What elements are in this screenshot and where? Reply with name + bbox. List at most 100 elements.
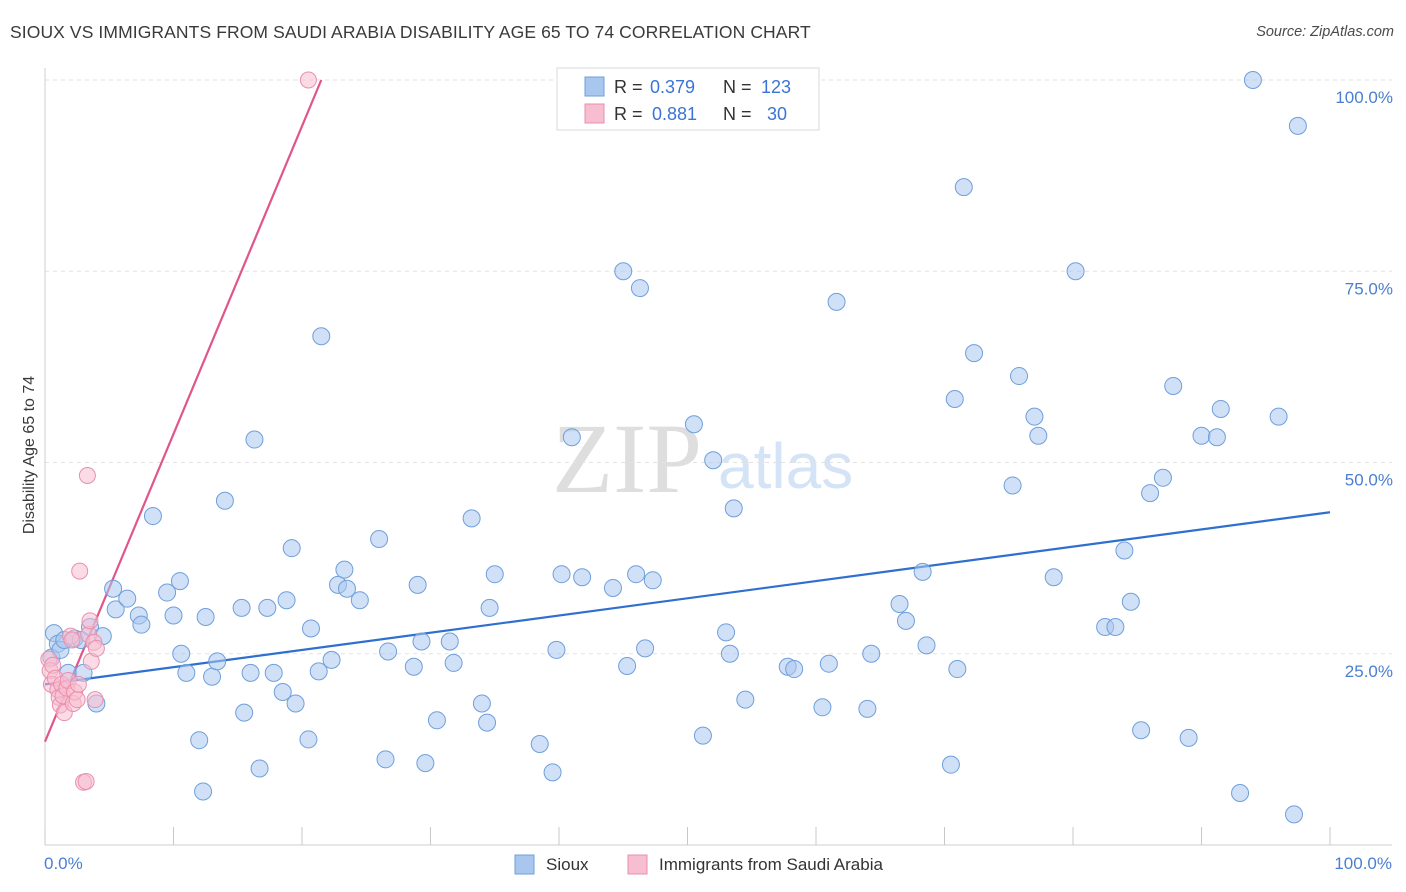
watermark: ZIP atlas (552, 403, 853, 514)
sioux-point (250, 759, 269, 778)
sioux-point (172, 644, 191, 663)
sioux-point (627, 565, 646, 584)
sioux-point (235, 703, 254, 722)
sioux-point (462, 509, 481, 528)
sioux-point (215, 491, 234, 510)
sioux-point (286, 694, 305, 713)
sioux-point (158, 583, 177, 602)
legend-r-value: 0.379 (650, 77, 695, 97)
sioux-point (312, 327, 331, 346)
sioux-point (945, 390, 964, 409)
sioux-point (190, 731, 209, 750)
axes (44, 68, 1392, 846)
sioux-point (1207, 428, 1226, 447)
legend-swatch-saudi (584, 103, 605, 124)
sioux-point (736, 690, 755, 709)
sioux-point (164, 606, 183, 625)
sioux-point (636, 639, 655, 658)
sioux-point (194, 782, 213, 801)
saudi-point (86, 691, 104, 709)
sioux-point (717, 623, 736, 642)
sioux-point (552, 565, 571, 584)
sioux-point (408, 575, 427, 594)
legend-n-label: N = (723, 104, 752, 124)
legend-n-value: 30 (767, 104, 787, 124)
sioux-point (1141, 484, 1160, 503)
sioux-point (1153, 468, 1172, 487)
sioux-point (177, 663, 196, 682)
tick-labels: 0.0% 100.0% 25.0% 50.0% 75.0% 100.0% (44, 88, 1393, 873)
sioux-point (827, 292, 846, 311)
sioux-point (485, 565, 504, 584)
sioux-point (948, 660, 967, 679)
saudi-point (77, 773, 95, 791)
sioux-point (273, 683, 292, 701)
sioux-point (309, 662, 328, 681)
sioux-point (416, 754, 435, 773)
y-tick-label: 100.0% (1335, 88, 1393, 107)
watermark-atlas: atlas (718, 430, 853, 502)
sioux-point (1029, 426, 1048, 445)
legend-label-sioux: Sioux (546, 855, 589, 874)
sioux-point (440, 632, 459, 651)
sioux-point (203, 667, 222, 686)
legend-label-saudi: Immigrants from Saudi Arabia (659, 855, 883, 874)
sioux-point (1192, 426, 1211, 445)
sioux-point (404, 657, 423, 676)
sioux-point (335, 560, 354, 579)
sioux-point (720, 644, 739, 663)
sioux-point (1285, 805, 1304, 824)
sioux-point (1269, 407, 1288, 426)
sioux-point (643, 571, 662, 590)
sioux-point (1179, 728, 1198, 747)
saudi-point (78, 467, 96, 485)
saudi-point (71, 562, 89, 580)
sioux-point (170, 572, 189, 591)
sioux-point (299, 730, 318, 749)
saudi-point (68, 691, 86, 709)
sioux-point (118, 589, 137, 608)
legend-n-label: N = (723, 77, 752, 97)
chart-title: SIOUX VS IMMIGRANTS FROM SAUDI ARABIA DI… (10, 22, 811, 42)
sioux-point (547, 640, 566, 659)
sioux-point (277, 591, 296, 610)
x-tick-label: 0.0% (44, 854, 83, 873)
sioux-point (530, 735, 549, 754)
sioux-point (618, 656, 637, 675)
sioux-point (1010, 367, 1029, 386)
watermark-zip: ZIP (552, 403, 702, 514)
sioux-point (258, 598, 277, 617)
legend-swatch-sioux (584, 76, 605, 97)
sioux-point (965, 344, 984, 363)
gridlines (45, 79, 1392, 655)
sioux-point (1231, 783, 1250, 802)
sioux-point (104, 579, 123, 598)
sioux-point (858, 699, 877, 718)
sioux-point (350, 591, 369, 610)
legend-r-value: 0.881 (652, 104, 697, 124)
sioux-point (282, 539, 301, 558)
sioux-point (245, 430, 264, 449)
sioux-point (1115, 541, 1134, 560)
sioux-point (1106, 617, 1125, 636)
bottom-legend: Sioux Immigrants from Saudi Arabia (514, 854, 883, 875)
sioux-point (913, 562, 932, 581)
sioux-point (1121, 592, 1140, 611)
sioux-point (232, 598, 251, 617)
sioux-point (478, 713, 497, 732)
legend-r-label: R = (614, 77, 643, 97)
sioux-point (480, 598, 499, 617)
sioux-point (941, 755, 960, 774)
y-tick-label: 50.0% (1345, 471, 1393, 490)
sioux-point (264, 663, 283, 682)
sioux-point (785, 660, 804, 679)
sioux-point (379, 642, 398, 661)
sioux-point (630, 279, 649, 298)
sioux-point (370, 530, 389, 548)
sioux-point (106, 600, 125, 619)
source-label: Source: ZipAtlas.com (1256, 24, 1394, 40)
legend-swatch-sioux (514, 854, 535, 875)
sioux-point (1066, 262, 1085, 281)
sioux-point (472, 694, 491, 713)
